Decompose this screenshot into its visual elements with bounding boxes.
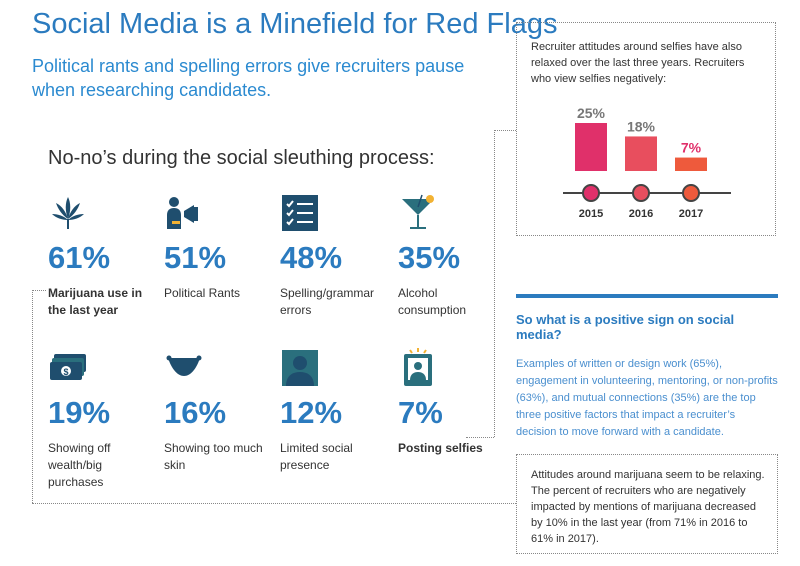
stat-social-presence: 12% Limited social presence: [280, 348, 390, 474]
stat-skin: 16% Showing too much skin: [164, 348, 274, 474]
bar-2016: [625, 136, 657, 171]
connector-line: [494, 130, 516, 131]
connector-line: [32, 290, 33, 503]
stat-label: Showing off wealth/big purchases: [48, 441, 111, 489]
stat-percent: 16%: [164, 395, 227, 430]
stat-label: Marijuana use in the last year: [48, 286, 143, 317]
cannabis-leaf-icon: [52, 197, 84, 229]
stat-alcohol: 35% Alcohol consumption: [398, 193, 508, 319]
bikini-icon: [166, 355, 202, 376]
stat-percent: 35%: [398, 240, 461, 275]
selfie-chart-box: Recruiter attitudes around selfies have …: [516, 22, 776, 236]
timeline-dot: [682, 184, 700, 202]
positive-body: Examples of written or design work (65%)…: [516, 358, 778, 438]
positive-sign-section: So what is a positive sign on social med…: [516, 294, 778, 441]
connector-line: [32, 503, 516, 504]
stat-selfies: 7% Posting selfies: [398, 348, 508, 457]
year-tick-label: 2015: [579, 208, 603, 220]
money-stack-icon: $: [50, 354, 86, 380]
bar-value-label: 18%: [627, 118, 656, 134]
stat-percent: 12%: [280, 395, 343, 430]
marijuana-note-text: Attitudes around marijuana seem to be re…: [531, 469, 765, 545]
checklist-icon: [282, 195, 318, 231]
stat-percent: 61%: [48, 240, 111, 275]
timeline-dot: [632, 184, 650, 202]
stat-label: Showing too much skin: [164, 441, 263, 472]
stat-label: Limited social presence: [280, 441, 353, 472]
stat-percent: 19%: [48, 395, 111, 430]
stat-political-rants: 51% Political Rants: [164, 193, 274, 302]
cocktail-glass-icon: [402, 194, 434, 229]
bar-2017: [675, 157, 707, 171]
stat-label: Alcohol consumption: [398, 286, 467, 317]
chart-description: Recruiter attitudes around selfies have …: [531, 41, 745, 85]
stat-label: Spelling/grammar errors: [280, 286, 375, 317]
timeline-dot: [582, 184, 600, 202]
connector-line: [494, 130, 495, 437]
selfie-photo-icon: [404, 348, 432, 386]
bar-value-label: 7%: [681, 140, 702, 156]
stat-percent: 7%: [398, 395, 443, 430]
svg-text:$: $: [63, 367, 68, 377]
marijuana-note-box: Attitudes around marijuana seem to be re…: [516, 454, 778, 554]
selfie-bar-chart: 25% 2015 18% 2016 7% 2017: [563, 105, 731, 220]
stat-percent: 48%: [280, 240, 343, 275]
year-tick-label: 2016: [629, 208, 653, 220]
connector-line: [466, 437, 494, 438]
person-silhouette-icon: [282, 350, 318, 386]
positive-heading: So what is a positive sign on social med…: [516, 312, 735, 342]
page-subtitle: Political rants and spelling errors give…: [32, 56, 465, 100]
year-tick-label: 2017: [679, 208, 703, 220]
stat-marijuana: 61% Marijuana use in the last year: [48, 193, 158, 319]
connector-line: [32, 290, 46, 291]
stat-spelling: 48% Spelling/grammar errors: [280, 193, 390, 319]
stat-percent: 51%: [164, 240, 227, 275]
section-heading: No-no’s during the social sleuthing proc…: [48, 147, 435, 169]
megaphone-person-icon: [167, 197, 198, 229]
bar-2015: [575, 123, 607, 171]
page-title: Social Media is a Minefield for Red Flag…: [32, 8, 558, 40]
stat-label: Posting selfies: [398, 441, 483, 455]
bar-value-label: 25%: [577, 105, 606, 121]
stat-label: Political Rants: [164, 286, 241, 300]
stat-wealth: $ 19% Showing off wealth/big purchases: [48, 348, 158, 491]
